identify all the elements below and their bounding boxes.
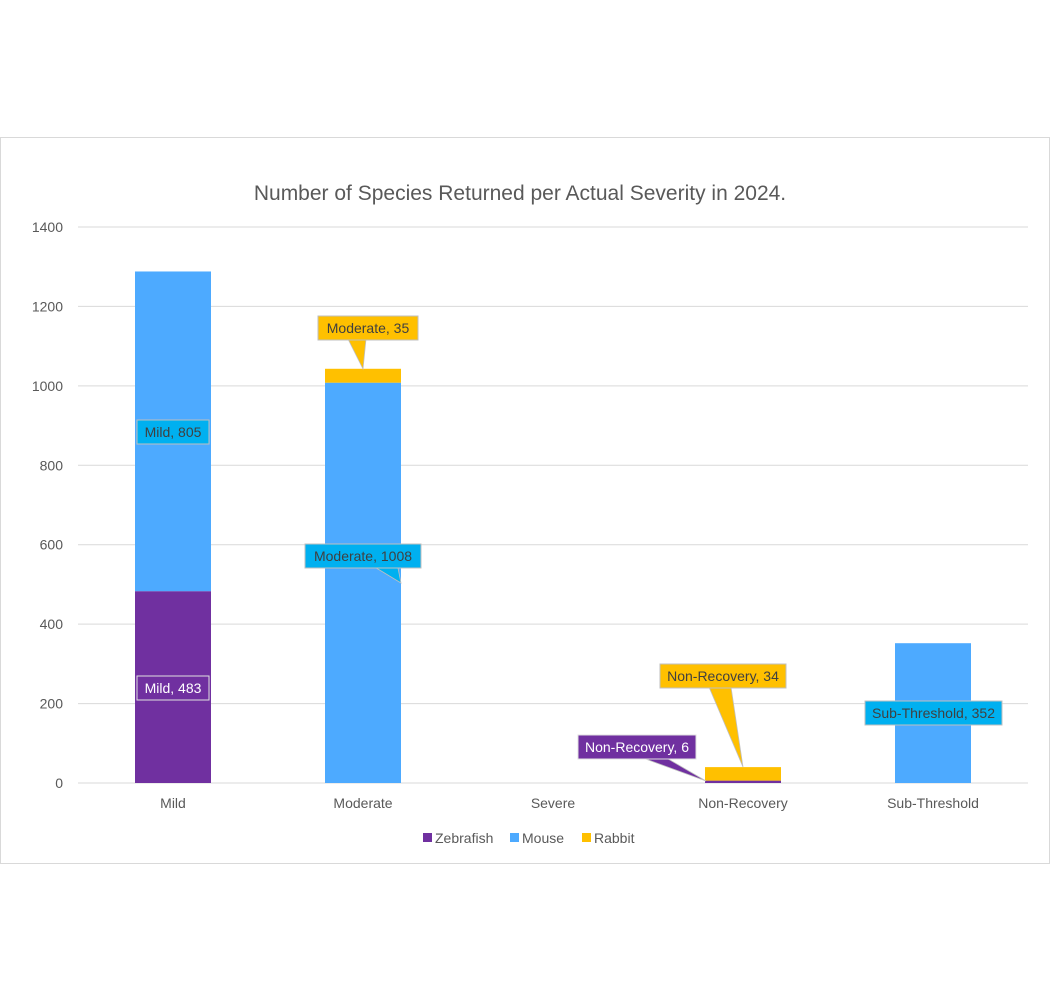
x-tick-label: Severe bbox=[531, 795, 576, 811]
data-label: Non-Recovery, 6 bbox=[585, 739, 689, 755]
x-tick-label: Moderate bbox=[333, 795, 392, 811]
y-tick-label: 0 bbox=[55, 775, 63, 791]
callout-box bbox=[317, 315, 419, 341]
y-tick-label: 200 bbox=[40, 696, 64, 712]
legend-item-rabbit: Rabbit bbox=[582, 830, 635, 846]
data-label: Mild, 805 bbox=[145, 424, 202, 440]
callout-box bbox=[864, 700, 1003, 726]
legend-swatch bbox=[423, 833, 432, 842]
data-label: Non-Recovery, 34 bbox=[667, 668, 779, 684]
bar-mouse-moderate bbox=[325, 382, 401, 783]
legend-swatch bbox=[510, 833, 519, 842]
data-label-callout: Moderate, 35 bbox=[317, 315, 419, 371]
data-label-callout: Non-Recovery, 34 bbox=[659, 663, 787, 768]
data-label: Mild, 483 bbox=[145, 680, 202, 696]
y-tick-label: 800 bbox=[40, 457, 64, 473]
y-tick-label: 600 bbox=[40, 537, 64, 553]
y-tick-label: 1200 bbox=[32, 298, 63, 314]
callout-box bbox=[136, 675, 210, 701]
legend-label: Rabbit bbox=[594, 830, 635, 846]
chart-title: Number of Species Returned per Actual Se… bbox=[254, 182, 786, 205]
legend-label: Mouse bbox=[522, 830, 564, 846]
legend-label: Zebrafish bbox=[435, 830, 493, 846]
bar-rabbit-non-recovery bbox=[705, 767, 781, 781]
x-tick-label: Non-Recovery bbox=[698, 795, 787, 811]
y-tick-label: 400 bbox=[40, 616, 64, 632]
callout-box bbox=[136, 419, 210, 445]
x-tick-label: Sub-Threshold bbox=[887, 795, 979, 811]
data-label-callout: Non-Recovery, 6 bbox=[577, 734, 707, 782]
callout-box bbox=[577, 734, 697, 760]
callout-box bbox=[304, 543, 422, 569]
x-tick-label: Mild bbox=[160, 795, 186, 811]
data-label-callout: Mild, 805 bbox=[136, 419, 210, 445]
data-label: Moderate, 1008 bbox=[314, 548, 412, 564]
legend-swatch bbox=[582, 833, 591, 842]
data-label-callout: Sub-Threshold, 352 bbox=[864, 700, 1003, 726]
data-label-callout: Mild, 483 bbox=[136, 675, 210, 701]
legend-item-mouse: Mouse bbox=[510, 830, 564, 846]
data-label: Moderate, 35 bbox=[327, 320, 410, 336]
legend-item-zebrafish: Zebrafish bbox=[423, 830, 493, 846]
callout-box bbox=[659, 663, 787, 689]
bar-zebrafish-non-recovery bbox=[705, 780, 781, 783]
y-tick-label: 1000 bbox=[32, 378, 63, 394]
data-label-callout: Moderate, 1008 bbox=[304, 543, 422, 584]
bar-rabbit-moderate bbox=[325, 368, 401, 383]
data-label: Sub-Threshold, 352 bbox=[872, 705, 995, 721]
y-tick-label: 1400 bbox=[32, 219, 63, 235]
